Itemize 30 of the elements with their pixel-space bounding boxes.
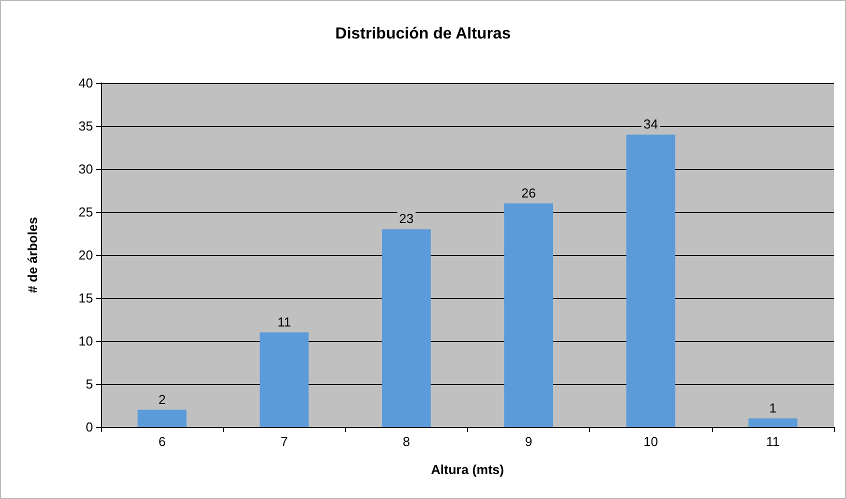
bar bbox=[504, 203, 554, 427]
y-tick-label: 15 bbox=[78, 290, 93, 306]
bar bbox=[382, 229, 431, 427]
y-tick-label: 5 bbox=[86, 376, 93, 392]
x-axis-title: Altura (mts) bbox=[431, 462, 504, 477]
x-tick-label: 11 bbox=[766, 434, 780, 449]
x-tick-label: 8 bbox=[402, 434, 410, 449]
x-tick-label: 6 bbox=[158, 434, 166, 449]
data-label: 26 bbox=[521, 185, 536, 200]
y-tick-label: 35 bbox=[78, 118, 93, 134]
data-label: 23 bbox=[399, 211, 414, 226]
y-axis-title: # de árboles bbox=[25, 217, 40, 293]
bar bbox=[626, 134, 676, 427]
data-label: 34 bbox=[644, 116, 658, 132]
x-tick-label: 10 bbox=[644, 434, 658, 449]
y-tick-label: 25 bbox=[78, 204, 93, 220]
bar bbox=[138, 410, 187, 427]
data-label: 11 bbox=[278, 314, 291, 330]
x-tick-label: 7 bbox=[280, 434, 288, 449]
chart-title: Distribución de Alturas bbox=[335, 26, 511, 42]
y-tick-label: 20 bbox=[78, 248, 93, 262]
y-tick-label: 0 bbox=[86, 420, 93, 434]
y-tick-label: 40 bbox=[78, 76, 93, 90]
bar bbox=[260, 332, 309, 427]
y-tick-label: 10 bbox=[78, 334, 93, 348]
data-label: 1 bbox=[769, 400, 777, 416]
y-tick-label: 30 bbox=[78, 162, 93, 176]
x-tick-label: 9 bbox=[524, 434, 532, 449]
data-label: 2 bbox=[158, 392, 166, 407]
bar bbox=[748, 418, 798, 427]
